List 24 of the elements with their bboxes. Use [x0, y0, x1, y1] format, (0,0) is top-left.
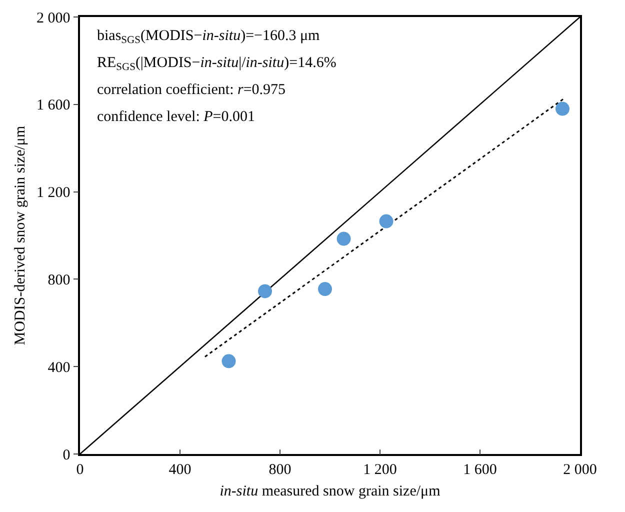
point: [556, 102, 570, 116]
point: [222, 354, 236, 368]
annotation: bias$_{SGS}$(MODIS−in-situ)=−160.3 μm: [97, 28, 320, 46]
y-tick-label: 0: [62, 447, 70, 464]
x-tick-label: 1 200: [363, 462, 397, 478]
y-tick-label: 2 000: [36, 10, 70, 26]
y-axis-title: MODIS-derived snow grain size/μm: [12, 126, 28, 346]
point: [258, 284, 272, 298]
point: [336, 232, 351, 246]
x-tick-label: 800: [268, 462, 292, 478]
x-tick-label: 0: [76, 462, 84, 478]
x-tick-label: 1 600: [463, 462, 497, 478]
x-tick-label: 2 000: [563, 462, 597, 478]
annotation: RE$_{SGS}$(|MODIS−in-situ|/in-situ)=14.6%: [97, 55, 336, 74]
x-axis-title: in-situ measured snow grain size/μm: [220, 483, 441, 500]
annotation: confidence level: P=0.001: [97, 109, 256, 125]
y-tick-label: 800: [48, 272, 70, 288]
x-tick-label: 400: [168, 462, 192, 478]
y-tick-label: 1 200: [36, 185, 70, 202]
point: [379, 214, 394, 228]
y-tick-label: 1 600: [36, 98, 70, 114]
annotation: correlation coefficient: r=0.975: [97, 82, 286, 98]
point: [318, 282, 332, 296]
y-tick-label: 400: [48, 360, 70, 376]
